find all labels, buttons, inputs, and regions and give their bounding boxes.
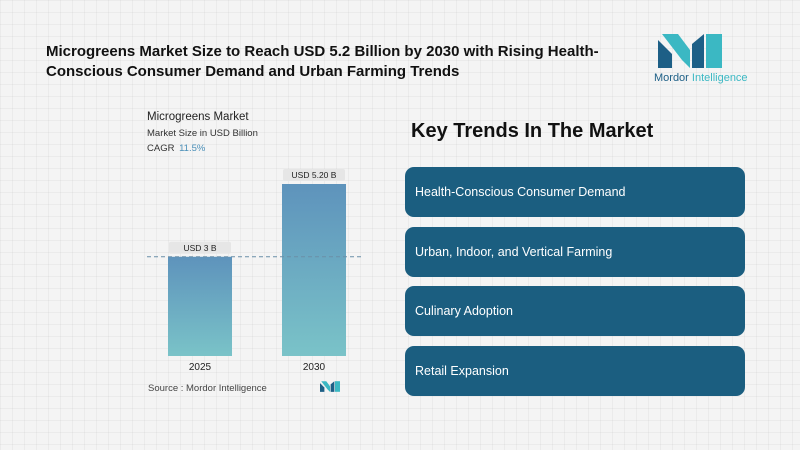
brand-logo: Mordor Intelligence xyxy=(650,34,760,90)
cagr-value: 11.5% xyxy=(179,143,206,154)
data-label: USD 5.20 B xyxy=(292,170,337,180)
trend-item: Retail Expansion xyxy=(405,345,745,396)
trends-title: Key Trends In The Market xyxy=(411,120,654,142)
chart-cagr: CAGR 11.5% xyxy=(147,143,258,154)
trend-list: Health-Conscious Consumer Demand Urban, … xyxy=(405,167,745,405)
page-title: Microgreens Market Size to Reach USD 5.2… xyxy=(46,43,599,80)
mordor-mini-logo-icon xyxy=(320,381,340,392)
brand-name-part2: Intelligence xyxy=(688,72,748,84)
x-tick-label: 2025 xyxy=(189,362,212,373)
trend-item: Urban, Indoor, and Vertical Farming xyxy=(405,226,745,277)
trend-item: Health-Conscious Consumer Demand xyxy=(405,167,745,217)
brand-name: Mordor Intelligence xyxy=(654,72,748,84)
brand-name-part1: Mordor xyxy=(654,72,689,84)
cagr-label: CAGR xyxy=(147,143,175,154)
chart-header: Microgreens Market Market Size in USD Bi… xyxy=(147,111,258,154)
bar-2030 xyxy=(282,184,346,356)
source-note: Source : Mordor Intelligence xyxy=(148,383,267,394)
data-label-bg xyxy=(283,169,345,181)
data-label-bg xyxy=(169,241,231,254)
trend-item: Culinary Adoption xyxy=(405,286,745,336)
data-label: USD 3 B xyxy=(183,243,216,253)
bar-2025 xyxy=(168,256,232,356)
mordor-intelligence-logo-icon xyxy=(658,34,722,68)
x-tick-label: 2030 xyxy=(303,362,326,373)
bar-chart: USD 3 B 2025 USD 5.20 B 2030 xyxy=(147,169,364,373)
chart-subtitle: Market Size in USD Billion xyxy=(147,128,258,139)
chart-title: Microgreens Market xyxy=(147,111,249,123)
